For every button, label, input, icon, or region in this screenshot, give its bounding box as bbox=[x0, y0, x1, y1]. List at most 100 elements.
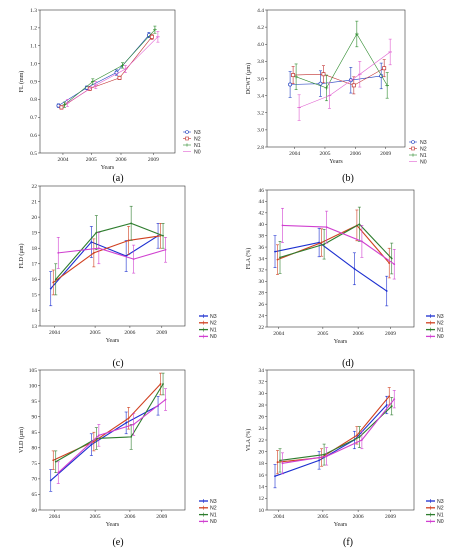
y-tick-label: 18 bbox=[32, 246, 38, 252]
y-tick-label: 20 bbox=[32, 215, 38, 221]
data-point bbox=[59, 105, 64, 110]
legend-label: N2 bbox=[420, 146, 427, 152]
data-point bbox=[149, 34, 154, 39]
y-tick-label: 90 bbox=[32, 414, 38, 420]
series-line bbox=[298, 51, 391, 108]
data-point bbox=[164, 248, 167, 251]
series-line bbox=[55, 222, 164, 280]
series-n3: N3 bbox=[49, 396, 217, 505]
data-point bbox=[91, 79, 95, 84]
y-tick-label: 2.8 bbox=[257, 145, 264, 151]
data-point bbox=[355, 434, 358, 437]
y-tick-label: 28 bbox=[259, 291, 265, 297]
data-point bbox=[97, 434, 100, 437]
data-point bbox=[127, 239, 130, 242]
y-tick-label: 21 bbox=[32, 199, 38, 205]
x-tick-label: 2006 bbox=[116, 157, 127, 163]
x-axis-label: Years bbox=[334, 339, 348, 345]
y-tick-label: 16 bbox=[259, 473, 265, 479]
data-point bbox=[92, 440, 95, 443]
data-point bbox=[355, 32, 359, 36]
y-tick-label: 3.8 bbox=[257, 59, 264, 65]
x-tick-label: 2004 bbox=[273, 331, 284, 337]
legend-marker bbox=[411, 140, 415, 144]
chart-panel-a: 0.5 0.6 0.7 0.8 0.9 1.0 1.1 1.2 1.3 2004 2005 2006 2… bbox=[18, 8, 201, 171]
series-n1: N1 bbox=[54, 205, 217, 333]
data-point bbox=[360, 240, 363, 243]
y-tick-label: 34 bbox=[259, 256, 265, 262]
data-point bbox=[95, 231, 98, 234]
data-point bbox=[294, 74, 298, 79]
series-line bbox=[279, 223, 393, 259]
series-line bbox=[58, 247, 166, 260]
x-axis-label: Years bbox=[106, 338, 120, 344]
y-tick-label: 28 bbox=[259, 403, 265, 409]
data-point bbox=[164, 398, 167, 401]
legend-label: N1 bbox=[420, 153, 427, 159]
y-tick-label: 3.6 bbox=[257, 76, 264, 82]
y-tick-label: 105 bbox=[29, 368, 38, 374]
y-tick-label: 24 bbox=[259, 426, 265, 432]
legend-label: N1 bbox=[194, 143, 201, 149]
legend-label: N1 bbox=[210, 512, 217, 518]
data-point bbox=[325, 226, 328, 229]
y-tick-label: 65 bbox=[32, 492, 38, 498]
series-line bbox=[55, 383, 164, 463]
legend-label: N2 bbox=[437, 321, 444, 327]
y-tick-label: 17 bbox=[32, 262, 38, 268]
data-point bbox=[321, 72, 326, 77]
legend-marker bbox=[185, 130, 189, 134]
data-point bbox=[90, 241, 93, 243]
data-point bbox=[130, 222, 133, 225]
plot-frame bbox=[39, 369, 186, 511]
data-point bbox=[279, 459, 281, 462]
data-point bbox=[49, 479, 52, 482]
y-tick-label: 30 bbox=[259, 279, 265, 285]
y-tick-label: 1.0 bbox=[30, 61, 37, 67]
y-tick-label: 44 bbox=[259, 199, 265, 205]
panel-label-d: (d) bbox=[342, 358, 354, 369]
data-point bbox=[54, 278, 57, 281]
series-n3: N3 bbox=[49, 223, 217, 320]
y-tick-label: 85 bbox=[32, 430, 38, 436]
series-n2: N2 bbox=[276, 387, 444, 512]
y-tick-label: 0.8 bbox=[30, 97, 37, 103]
legend-label: N3 bbox=[437, 314, 444, 320]
series-line bbox=[64, 29, 156, 105]
series-line bbox=[274, 241, 388, 292]
x-tick-label: 2006 bbox=[353, 514, 364, 520]
y-tick-label: 40 bbox=[259, 222, 265, 228]
y-tick-label: 4.4 bbox=[257, 8, 264, 14]
data-point bbox=[279, 256, 281, 259]
series-n1: N1 bbox=[62, 25, 201, 149]
legend-label: N3 bbox=[210, 314, 217, 320]
y-tick-label: 4.0 bbox=[257, 42, 264, 48]
x-tick-label: 2005 bbox=[317, 514, 328, 520]
y-tick-label: 10 bbox=[259, 508, 265, 514]
data-point bbox=[351, 83, 356, 88]
y-tick-label: 15 bbox=[32, 293, 38, 299]
chart-panel-d: 22 24 26 28 30 32 34 36 38 40 42 44 46 2004 2005 2006 20… bbox=[245, 188, 444, 345]
data-point bbox=[153, 27, 157, 32]
x-tick-label: 2009 bbox=[156, 330, 167, 336]
y-tick-label: 60 bbox=[32, 508, 38, 514]
data-point bbox=[281, 462, 284, 465]
data-point bbox=[130, 435, 133, 438]
series-line bbox=[67, 36, 159, 104]
series-n0: N0 bbox=[65, 31, 201, 155]
data-point bbox=[162, 234, 164, 237]
data-point bbox=[291, 73, 296, 78]
y-tick-label: 95 bbox=[32, 399, 38, 405]
x-tick-label: 2004 bbox=[273, 514, 284, 520]
y-tick-label: 20 bbox=[259, 449, 265, 455]
data-point bbox=[390, 405, 393, 408]
y-tick-label: 13 bbox=[32, 324, 38, 330]
data-point bbox=[353, 267, 356, 270]
y-tick-label: 75 bbox=[32, 461, 38, 467]
data-point bbox=[159, 383, 162, 385]
data-point bbox=[320, 241, 323, 244]
y-tick-label: 22 bbox=[259, 438, 265, 444]
data-point bbox=[388, 262, 391, 264]
